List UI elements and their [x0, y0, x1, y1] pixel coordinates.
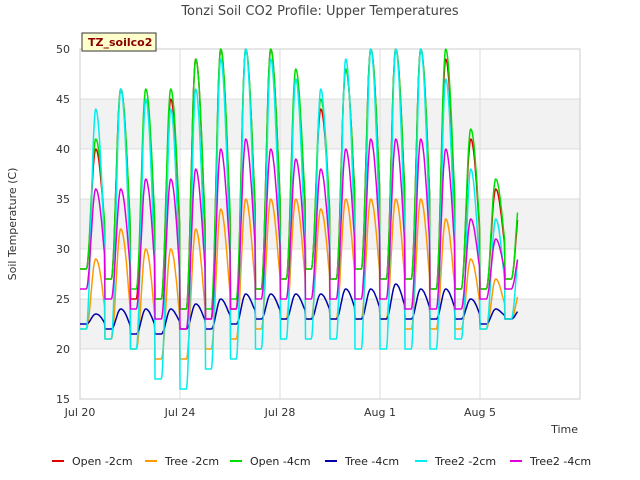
legend: Open -2cm Tree -2cm Open -4cm Tree -4cm Tree… [52, 455, 591, 468]
y-tick-label: 40 [56, 143, 70, 156]
x-tick-label: Jul 28 [264, 406, 296, 419]
y-tick-label: 45 [56, 93, 70, 106]
series-line-4 [79, 48, 519, 390]
x-tick-label: Aug 5 [464, 406, 496, 419]
legend-item: Tree -2cm [145, 455, 219, 468]
series-line-1 [79, 198, 519, 360]
legend-label: Tree2 -4cm [529, 455, 591, 468]
legend-label: Open -2cm [72, 455, 133, 468]
y-tick-label: 20 [56, 343, 70, 356]
legend-item: Tree -4cm [325, 455, 399, 468]
x-axis-label: Time [550, 423, 578, 436]
plot-area-border [79, 48, 581, 400]
y-tick-label: 30 [56, 243, 70, 256]
y-tick-label: 50 [56, 43, 70, 56]
legend-label: Tree2 -2cm [434, 455, 496, 468]
x-axis: Jul 20 Jul 24 Jul 28 Aug 1 Aug 5 [64, 406, 496, 419]
plot-band [80, 99, 580, 149]
legend-label: Open -4cm [250, 455, 311, 468]
site-badge-box [81, 32, 157, 52]
series-lines [79, 48, 519, 390]
legend-item: Open -4cm [230, 455, 311, 468]
chart-title: Tonzi Soil CO2 Profile: Upper Temperatur… [180, 4, 459, 19]
x-tick-label: Jul 20 [64, 406, 96, 419]
y-axis: 15 20 25 30 35 40 45 50 [56, 43, 70, 406]
y-tick-label: 15 [56, 393, 70, 406]
site-badge-label: TZ_soilco2 [88, 36, 152, 49]
legend-item: Tree2 -4cm [510, 455, 591, 468]
series-line-2 [79, 48, 519, 310]
x-tick-label: Aug 1 [364, 406, 396, 419]
y-axis-label: Soil Temperature (C) [6, 168, 19, 281]
legend-label: Tree -2cm [164, 455, 219, 468]
y-tick-label: 25 [56, 293, 70, 306]
legend-item: Tree2 -2cm [415, 455, 496, 468]
series-line-5 [79, 138, 519, 330]
legend-label: Tree -4cm [344, 455, 399, 468]
legend-item: Open -2cm [52, 455, 133, 468]
y-tick-label: 35 [56, 193, 70, 206]
x-tick-label: Jul 24 [164, 406, 196, 419]
site-badge: TZ_soilco2 [81, 32, 157, 52]
series-line-3 [79, 283, 519, 335]
